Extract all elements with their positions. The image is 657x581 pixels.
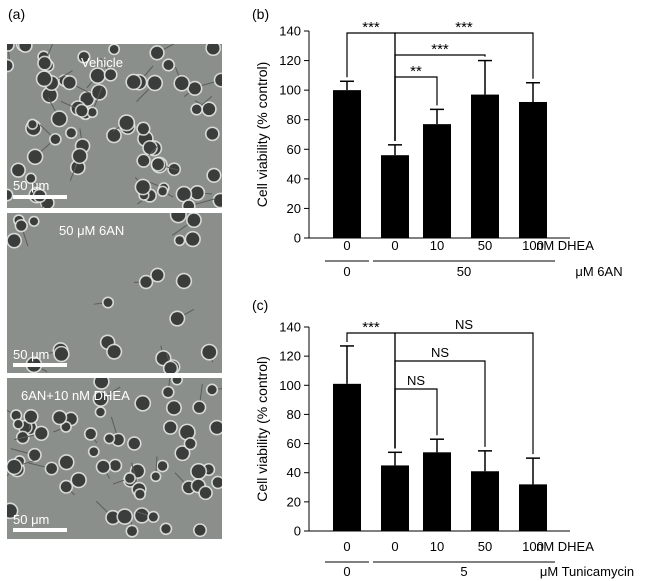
y-tick-label: 100 [279, 378, 301, 393]
significance-label: *** [455, 19, 473, 36]
x-tick-label: 0 [391, 539, 398, 554]
significance-bracket [394, 32, 534, 141]
y-tick-label: 140 [279, 320, 301, 335]
y-tick-label: 140 [279, 24, 301, 39]
x-tick-label: 0 [391, 238, 398, 253]
panel-label-a: (a) [8, 6, 26, 22]
x-unit-label: nM DHEA [536, 539, 594, 554]
significance-label: *** [431, 41, 449, 58]
bar [381, 155, 409, 238]
significance-label: NS [431, 345, 449, 360]
significance-label: *** [362, 19, 380, 36]
x-tick-label: 10 [430, 238, 444, 253]
panel-label-b: (b) [252, 6, 270, 22]
bar [381, 465, 409, 531]
bar [423, 452, 451, 531]
scale-bar [13, 363, 67, 367]
bar [471, 471, 499, 531]
cell-texture [7, 44, 222, 208]
micrograph-6an: 50 μM 6AN 50 μm [7, 213, 222, 373]
x-tick-label: 0 [343, 238, 350, 253]
micrograph-6an-dhea: 6AN+10 nM DHEA 50 μm [7, 378, 222, 539]
bar [333, 383, 361, 531]
micrograph-vehicle: Vehicle 50 μm [7, 44, 222, 208]
y-tick-label: 80 [287, 112, 301, 127]
scale-bar [13, 195, 67, 199]
bar [471, 94, 499, 238]
x-unit-label: nM DHEA [536, 238, 594, 253]
cell-texture [7, 213, 218, 373]
y-tick-label: 20 [287, 494, 301, 509]
y-axis-label: Cell viability (% control) [254, 62, 270, 207]
x-tick-label: 100 [522, 539, 544, 554]
bar [519, 101, 547, 238]
micrograph-label: 50 μM 6AN [59, 223, 125, 238]
group-label: 50 [457, 264, 471, 279]
micrograph-label: 6AN+10 nM DHEA [21, 388, 130, 403]
scale-bar [13, 528, 67, 532]
x-tick-label: 10 [430, 539, 444, 554]
y-tick-label: 40 [287, 171, 301, 186]
cell-texture [7, 378, 222, 538]
group-label: 0 [343, 264, 350, 279]
x-tick-label: 0 [343, 539, 350, 554]
y-tick-label: 0 [294, 524, 301, 539]
significance-label: NS [455, 317, 473, 332]
scale-bar-label: 50 μm [13, 347, 50, 362]
x-unit-label-2: μM Tunicamycin [540, 564, 634, 579]
y-tick-label: 120 [279, 53, 301, 68]
y-tick-label: 20 [287, 201, 301, 216]
significance-label: ** [410, 63, 422, 80]
x-tick-label: 50 [478, 539, 492, 554]
significance-label: NS [407, 373, 425, 388]
y-tick-label: 60 [287, 142, 301, 157]
x-unit-label-2: μM 6AN [575, 264, 622, 279]
bar [519, 484, 547, 531]
group-label: 5 [460, 564, 467, 579]
y-tick-label: 80 [287, 407, 301, 422]
y-tick-label: 120 [279, 349, 301, 364]
y-tick-label: 60 [287, 436, 301, 451]
bar [333, 90, 361, 239]
x-tick-label: 100 [522, 238, 544, 253]
y-tick-label: 40 [287, 465, 301, 480]
significance-bracket [394, 332, 534, 455]
panel-label-c: (c) [252, 297, 269, 313]
scale-bar-label: 50 μm [13, 178, 50, 193]
y-axis-label: Cell viability (% control) [254, 356, 270, 501]
significance-label: *** [362, 319, 380, 336]
y-tick-label: 0 [294, 231, 301, 246]
group-label: 0 [343, 564, 350, 579]
scale-bar-label: 50 μm [13, 512, 50, 527]
y-tick-label: 100 [279, 83, 301, 98]
x-tick-label: 50 [478, 238, 492, 253]
micrograph-label: Vehicle [81, 55, 123, 70]
bar [423, 124, 451, 238]
